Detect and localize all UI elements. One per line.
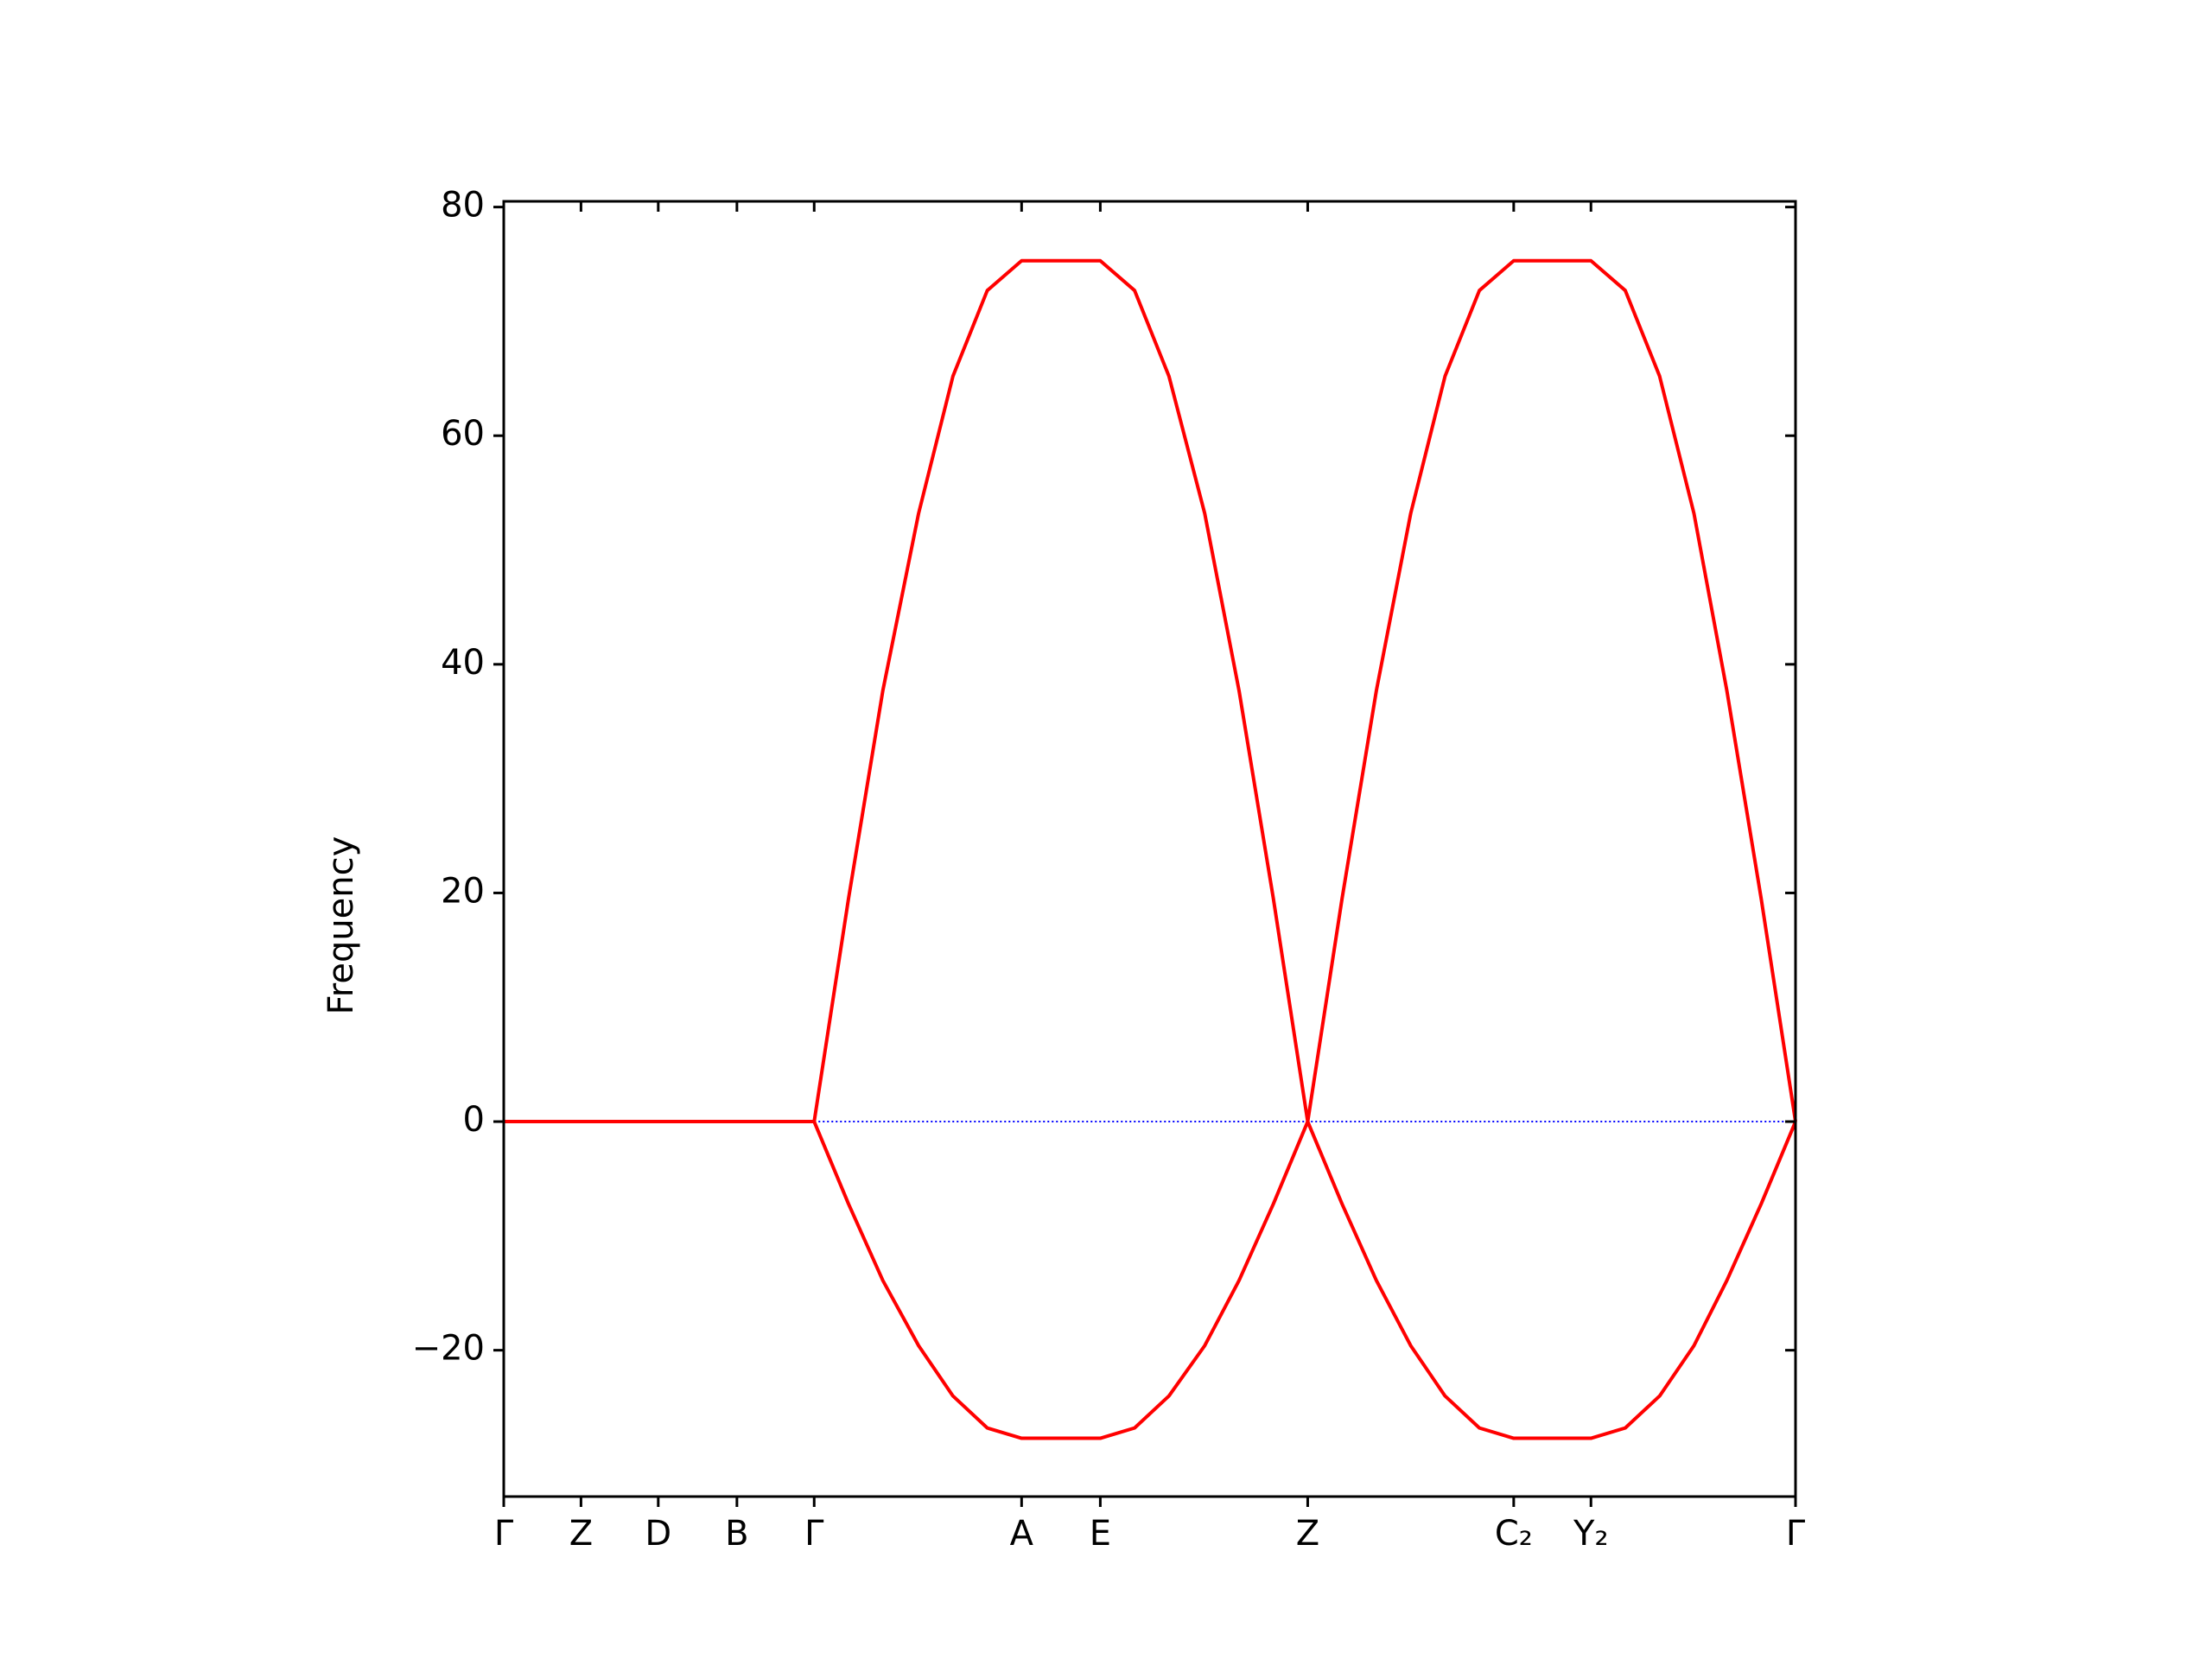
y-tick-label: 0 [463,1100,485,1140]
band-line [504,1120,1797,1440]
y-tick-label: −20 [412,1329,485,1369]
x-tick-label: Γ [494,1514,514,1554]
x-tick-label: B [725,1514,748,1554]
x-tick-label: E [1090,1514,1111,1554]
x-tick-label: D [645,1514,671,1554]
x-tick-label: Z [569,1514,593,1554]
y-tick-label: 80 [441,186,485,226]
y-tick-label: 20 [441,871,485,911]
x-tick-label: C₂ [1495,1514,1533,1554]
x-tick-label: Z [1296,1514,1319,1554]
x-tick-label: Γ [1786,1514,1806,1554]
x-tick-label: Y₂ [1573,1514,1608,1554]
x-tick-label: A [1010,1514,1034,1554]
x-tick-label: Γ [804,1514,824,1554]
y-axis-label: Frequency [321,836,361,1015]
y-tick-label: 40 [441,643,485,683]
band-line [504,258,1797,1124]
plot-frame [502,200,1797,1498]
y-tick-label: 60 [441,414,485,454]
